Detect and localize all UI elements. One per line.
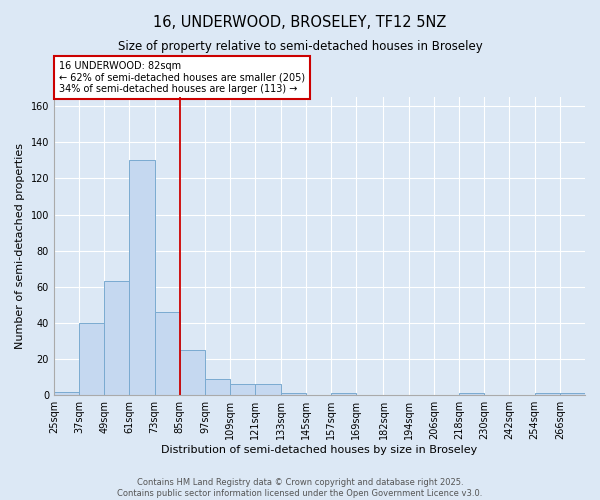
Text: Contains HM Land Registry data © Crown copyright and database right 2025.
Contai: Contains HM Land Registry data © Crown c…: [118, 478, 482, 498]
Bar: [79, 323, 104, 395]
Bar: [205, 379, 230, 395]
Bar: [54, 392, 79, 395]
Bar: [155, 312, 180, 395]
Text: 16, UNDERWOOD, BROSELEY, TF12 5NZ: 16, UNDERWOOD, BROSELEY, TF12 5NZ: [154, 15, 446, 30]
Bar: [331, 394, 356, 395]
Bar: [560, 394, 585, 395]
Bar: [535, 394, 560, 395]
Bar: [130, 160, 155, 395]
Text: Size of property relative to semi-detached houses in Broseley: Size of property relative to semi-detach…: [118, 40, 482, 53]
Text: 16 UNDERWOOD: 82sqm
← 62% of semi-detached houses are smaller (205)
34% of semi-: 16 UNDERWOOD: 82sqm ← 62% of semi-detach…: [59, 61, 305, 94]
Bar: [104, 282, 130, 395]
Bar: [256, 384, 281, 395]
Bar: [281, 394, 306, 395]
Bar: [230, 384, 256, 395]
X-axis label: Distribution of semi-detached houses by size in Broseley: Distribution of semi-detached houses by …: [161, 445, 478, 455]
Bar: [459, 394, 484, 395]
Bar: [180, 350, 205, 395]
Y-axis label: Number of semi-detached properties: Number of semi-detached properties: [15, 143, 25, 349]
